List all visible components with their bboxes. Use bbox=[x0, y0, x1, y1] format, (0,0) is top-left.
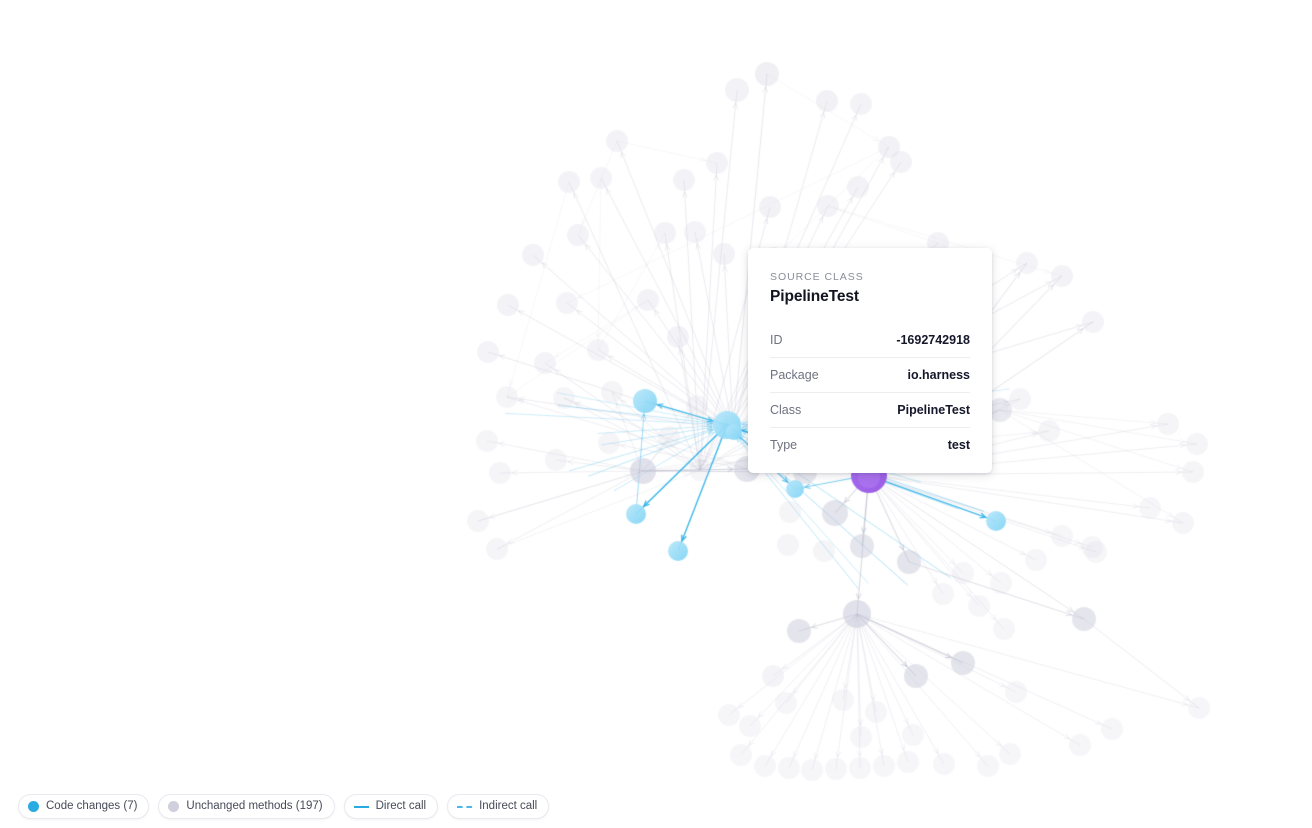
legend-item-unchanged-methods[interactable]: Unchanged methods (197) bbox=[158, 794, 335, 819]
legend-item-label: Code changes (7) bbox=[46, 800, 138, 812]
detail-row-package: Package io.harness bbox=[770, 358, 970, 393]
detail-row-value: PipelineTest bbox=[897, 403, 970, 417]
legend-item-code-changes[interactable]: Code changes (7) bbox=[18, 794, 150, 819]
detail-row-value: io.harness bbox=[907, 368, 970, 382]
detail-card-title: PipelineTest bbox=[770, 288, 859, 305]
legend-item-label: Indirect call bbox=[479, 800, 538, 812]
detail-card-rows: ID -1692742918 Package io.harness Class … bbox=[770, 323, 970, 455]
detail-row-label: ID bbox=[770, 333, 783, 347]
detail-row-id: ID -1692742918 bbox=[770, 323, 970, 358]
detail-row-value: test bbox=[947, 438, 970, 452]
detail-card-eyebrow: SOURCE CLASS bbox=[770, 271, 864, 283]
legend-item-label: Unchanged methods (197) bbox=[186, 800, 323, 812]
unchanged-methods-dot-icon bbox=[168, 801, 180, 812]
legend-item-direct-call[interactable]: Direct call bbox=[343, 794, 439, 819]
legend-item-label: Direct call bbox=[375, 800, 427, 812]
indirect-call-line-icon bbox=[457, 805, 473, 808]
detail-row-value: -1692742918 bbox=[896, 333, 970, 347]
detail-row-class: Class PipelineTest bbox=[770, 393, 970, 428]
code-changes-dot-icon bbox=[28, 801, 39, 812]
node-detail-card: SOURCE CLASS PipelineTest ID -1692742918… bbox=[748, 248, 992, 473]
detail-row-label: Class bbox=[770, 403, 802, 417]
detail-row-type: Type test bbox=[770, 428, 970, 455]
direct-call-line-icon bbox=[353, 805, 369, 808]
detail-row-label: Type bbox=[770, 438, 798, 452]
legend-item-indirect-call[interactable]: Indirect call bbox=[447, 794, 550, 819]
legend: Code changes (7) Unchanged methods (197)… bbox=[18, 794, 550, 819]
detail-row-label: Package bbox=[770, 368, 819, 382]
